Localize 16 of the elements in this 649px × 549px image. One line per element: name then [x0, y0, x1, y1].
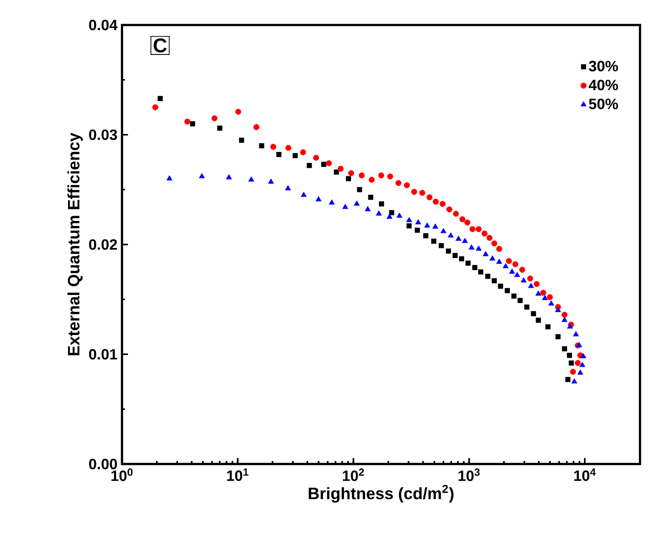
- x-tick-label: 10$^{4}$: [574, 468, 596, 481]
- annotation: C: [154, 38, 167, 52]
- x-tick-label: 10$^{0}$: [111, 468, 133, 482]
- y-tick-label: 0.02: [89, 239, 117, 250]
- x-tick-label: 10$^{2}$: [342, 468, 364, 482]
- y-tick-label: 0.03: [89, 129, 118, 140]
- x-tick-label: 10$^{1}$: [227, 468, 248, 481]
- legend-label: 50%: [588, 98, 618, 110]
- legend-label: 40%: [588, 80, 618, 90]
- y-tick-label: 0.04: [89, 20, 118, 30]
- x-tick-label: 10$^{3}$: [458, 468, 480, 482]
- x-axis-title: Brightness (cd/m$^{2}$): [308, 484, 454, 503]
- y-tick-label: 0.01: [89, 348, 118, 360]
- y-axis-title: External Quantum Efficiency: [67, 132, 83, 356]
- legend-label: 30%: [588, 60, 618, 72]
- y-tick-label: 0.00: [89, 458, 117, 470]
